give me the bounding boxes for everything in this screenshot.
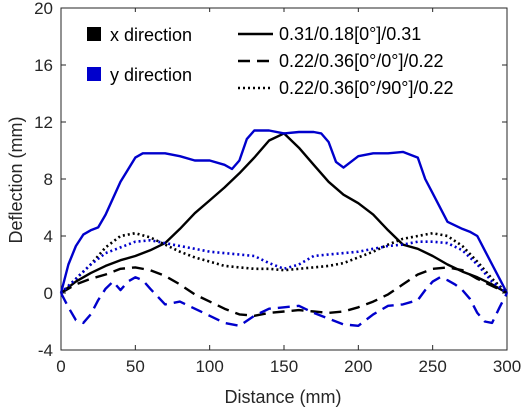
legend-label-x: x direction [110,25,192,45]
series-line-x-dotted [60,231,508,294]
y-tick-label: 8 [44,170,53,189]
legend-label-solid: 0.31/0.18[0°]/0.31 [279,24,421,44]
x-tick-label: 0 [56,357,65,376]
series-line-y-dashed [59,276,509,327]
legend-label-dotted: 0.22/0.36[0°/90°]/0.22 [279,78,454,98]
y-tick-label: 12 [34,113,53,132]
x-tick-label: 250 [418,357,446,376]
series-line-x-dashed [60,266,508,317]
legend-swatch-y [87,67,101,81]
x-tick-label: 200 [344,357,372,376]
x-tick-label: 50 [126,357,145,376]
legend-label-y: y direction [110,65,192,85]
legend-background [73,12,493,110]
legend-swatch-x [87,27,101,41]
legend: x direction y direction 0.31/0.18[0°]/0.31… [73,12,493,110]
x-tick-label: 100 [195,357,223,376]
y-tick-label: 16 [34,56,53,75]
y-tick-label: 0 [44,284,53,303]
x-axis-title: Distance (mm) [224,387,341,407]
x-tick-label: 300 [493,357,521,376]
series-lines [59,129,509,327]
legend-label-dashed: 0.22/0.36[0°/0°]/0.22 [279,51,444,71]
series-line-y-dotted [60,239,508,295]
y-tick-label: -4 [38,341,53,360]
y-tick-label: 20 [34,0,53,18]
x-tick-label: 150 [270,357,298,376]
y-axis-title: Deflection (mm) [6,116,26,243]
y-tick-label: 4 [44,227,53,246]
series-line-y-solid [59,129,509,294]
